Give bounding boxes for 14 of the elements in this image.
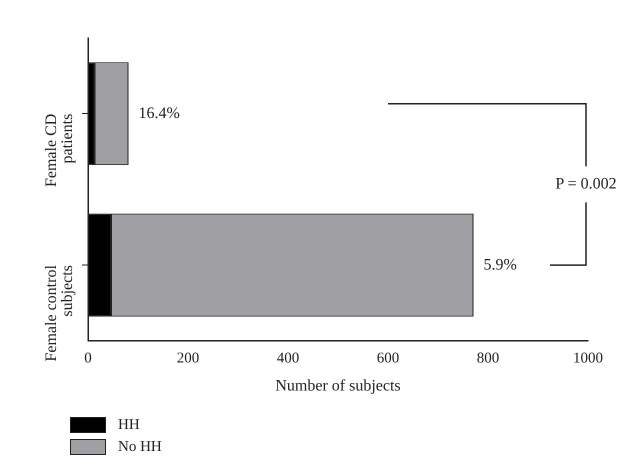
legend-label: No HH [118,438,162,456]
x-tick-label: 0 [84,350,92,367]
y-tick-label: Female control subjects [43,264,76,362]
annotation: 5.9% [484,256,517,274]
x-tick-label: 600 [376,350,400,367]
x-tick-label: 800 [476,350,500,367]
annotation: P = 0.002 [555,176,617,193]
x-tick-label: 1000 [573,350,603,367]
legend-label: HH [118,416,140,434]
annotation: 16.4% [138,104,180,122]
x-axis-title: Number of subjects [275,378,401,395]
x-tick-label: 200 [176,350,200,367]
x-tick-label: 400 [276,350,300,367]
y-tick-label: Female CD patients [43,114,76,188]
